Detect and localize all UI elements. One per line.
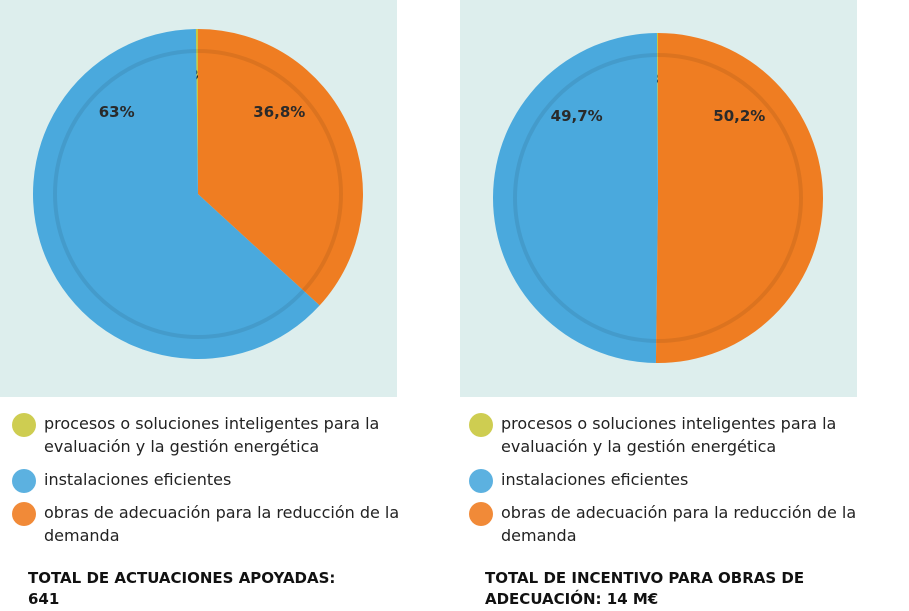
legend-marker xyxy=(469,413,493,437)
inner-ring xyxy=(513,53,803,343)
pies: 0,2%63%36,8%0,1%49,7%50,2% xyxy=(32,29,824,364)
data-label: 49,7% xyxy=(551,107,603,125)
legend-label: procesos o soluciones inteligentes para … xyxy=(44,414,380,456)
legend-item: obras de adecuación para la reducción de… xyxy=(12,501,428,547)
legend-marker xyxy=(469,469,493,493)
legend-marker xyxy=(12,469,36,493)
footer: TOTAL DE ACTUACIONES APOYADAS: 641 xyxy=(28,569,336,608)
inner-ring xyxy=(53,49,343,339)
legend: procesos o soluciones inteligentes para … xyxy=(469,412,885,557)
legend-label: instalaciones eficientes xyxy=(501,470,689,489)
pie-slice xyxy=(656,33,658,198)
legend-marker xyxy=(12,413,36,437)
data-label: 50,2% xyxy=(713,107,765,125)
legend-item: procesos o soluciones inteligentes para … xyxy=(12,412,428,458)
pie-slice xyxy=(32,29,320,360)
legend-item: instalaciones eficientes xyxy=(12,468,428,493)
pie-slice xyxy=(493,33,658,363)
legend-marker xyxy=(469,502,493,526)
legend-marker xyxy=(12,502,36,526)
legend-label: procesos o soluciones inteligentes para … xyxy=(501,414,837,456)
legend: procesos o soluciones inteligentes para … xyxy=(12,412,428,557)
legend-item: procesos o soluciones inteligentes para … xyxy=(469,412,885,458)
data-label: 63% xyxy=(99,103,135,121)
legend-item: instalaciones eficientes xyxy=(469,468,885,493)
footer: TOTAL DE INCENTIVO PARA OBRAS DE ADECUAC… xyxy=(485,569,805,608)
legend-label: obras de adecuación para la reducción de… xyxy=(44,503,400,545)
legend-label: obras de adecuación para la reducción de… xyxy=(501,503,857,545)
pie-slice xyxy=(655,33,824,364)
data-label: 36,8% xyxy=(253,103,305,121)
pie-slice xyxy=(195,29,198,194)
legend-label: instalaciones eficientes xyxy=(44,470,232,489)
pie-slice xyxy=(198,29,363,306)
legend-item: obras de adecuación para la reducción de… xyxy=(469,501,885,547)
